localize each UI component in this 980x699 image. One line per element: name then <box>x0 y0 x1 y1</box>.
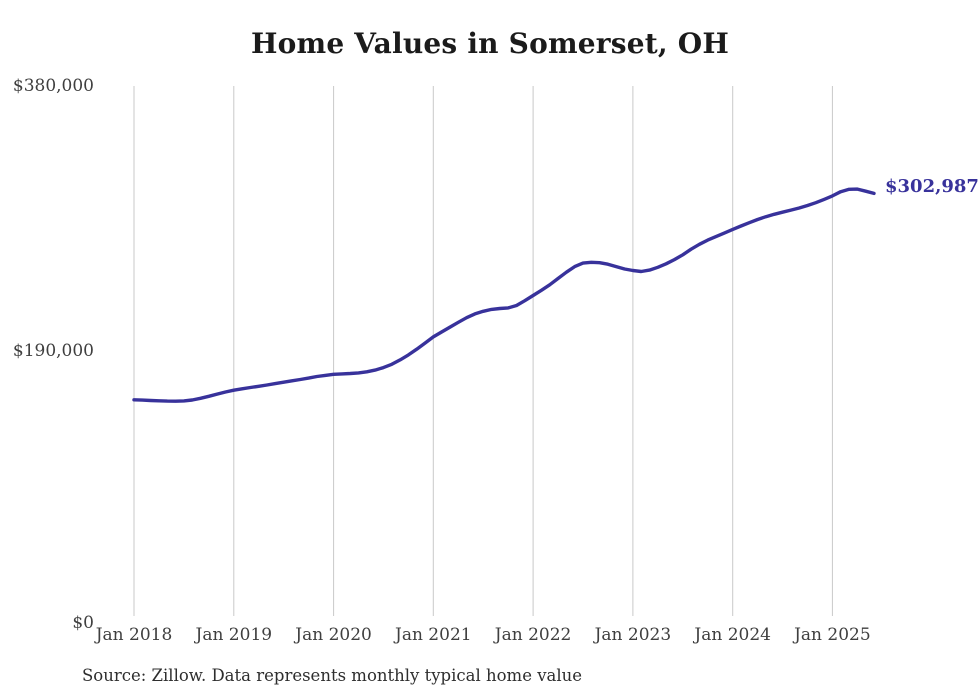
source-note: Source: Zillow. Data represents monthly … <box>82 666 583 685</box>
latest-value-label: $302,987 <box>885 176 979 198</box>
x-tick-label: Jan 2021 <box>395 625 472 645</box>
y-tick-label: $380,000 <box>12 76 94 96</box>
x-tick-label: Jan 2023 <box>594 625 672 645</box>
chart-title: Home Values in Somerset, OH <box>250 27 730 60</box>
y-tick-label: $190,000 <box>12 341 94 361</box>
x-tick-label: Jan 2019 <box>195 625 273 645</box>
x-tick-label: Jan 2024 <box>694 625 771 645</box>
x-tick-label: Jan 2020 <box>295 625 372 645</box>
x-tick-label: Jan 2025 <box>794 625 871 645</box>
x-tick-label: Jan 2022 <box>494 625 572 645</box>
x-tick-label: Jan 2018 <box>95 625 173 645</box>
home-value-line <box>132 187 876 403</box>
y-tick-label: $0 <box>72 613 94 633</box>
